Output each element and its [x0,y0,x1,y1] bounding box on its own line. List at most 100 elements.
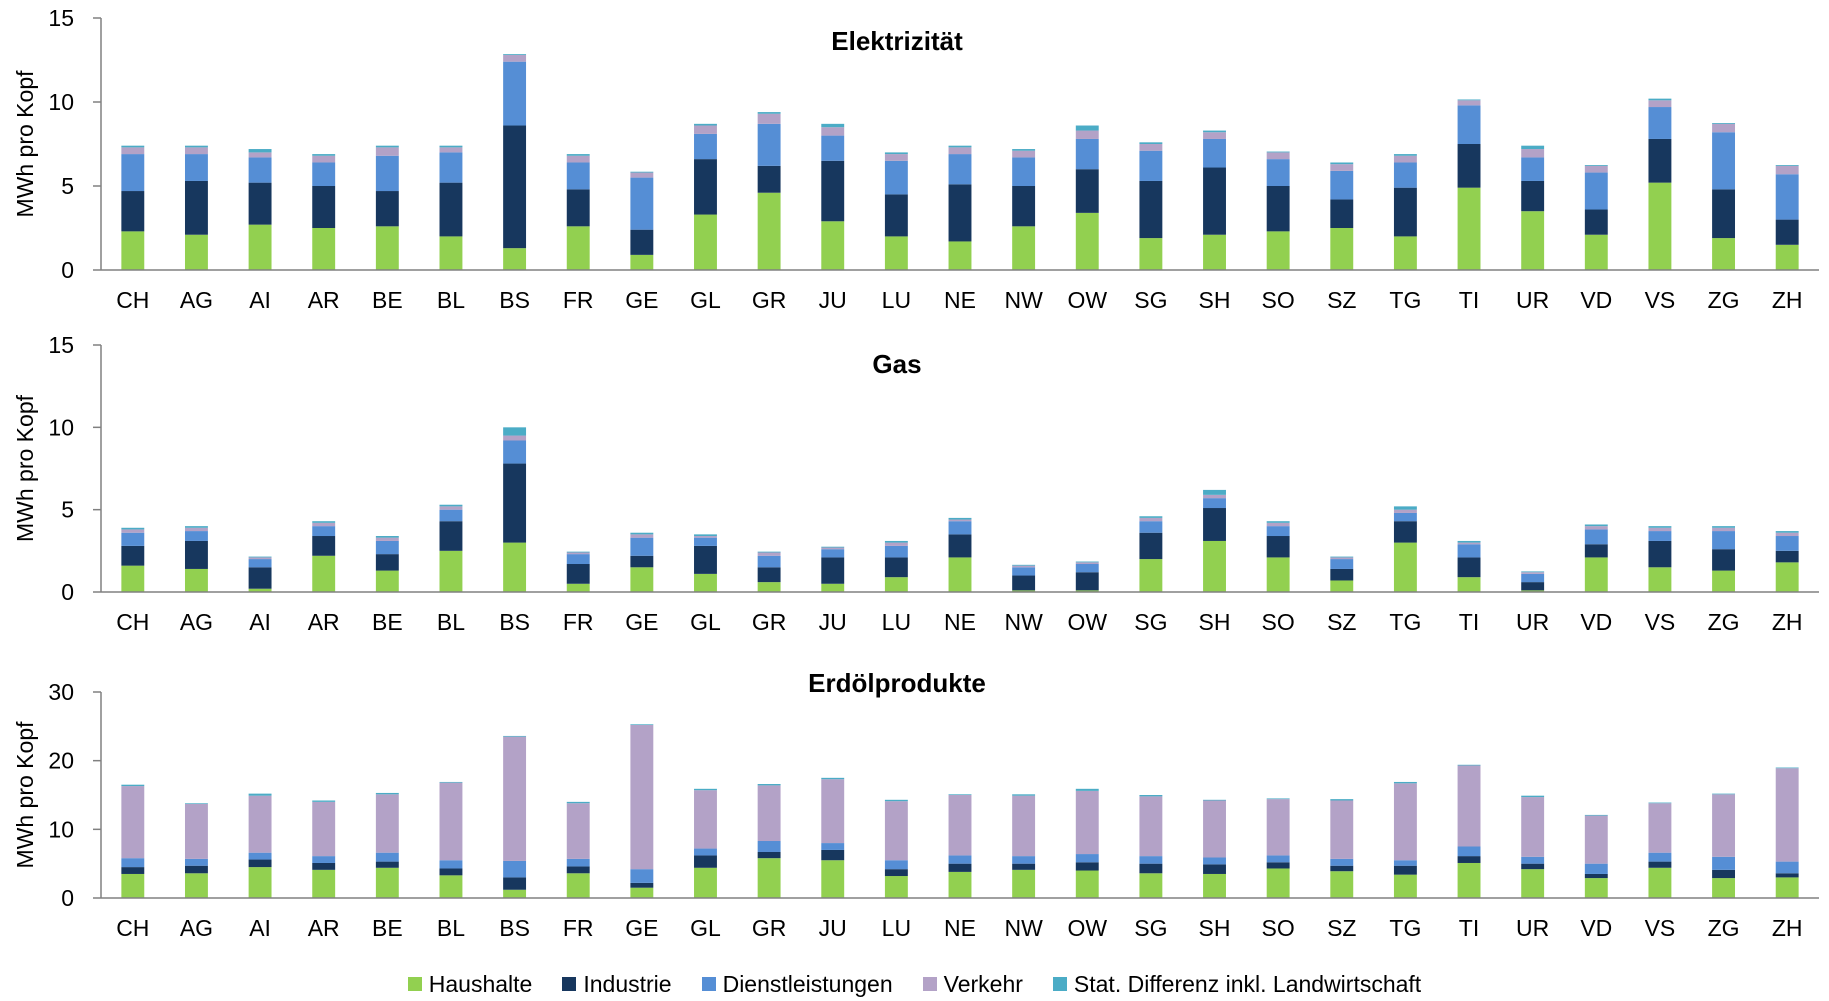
bar-elektrizitaet-sg-industrie [1139,180,1163,239]
bar-gas-ar-stat-differenz [312,521,336,523]
bar-erdoelprodukte-ow-verkehr [1075,790,1099,855]
x-tick-label-elektrizitaet: GL [690,287,721,313]
x-tick-label-elektrizitaet: TI [1459,287,1479,313]
x-tick-label-elektrizitaet: NE [944,287,976,313]
bar-erdoelprodukte-sg-verkehr [1139,796,1163,857]
bar-elektrizitaet-lu-industrie [884,194,908,237]
x-tick-label-erdoelprodukte: CH [116,915,149,941]
bar-gas-vs-industrie [1648,540,1672,568]
x-tick-label-erdoelprodukte: JU [819,915,847,941]
bar-elektrizitaet-ge-dienstleistungen [630,177,654,230]
bar-elektrizitaet-sg-dienstleistungen [1139,150,1163,181]
bar-elektrizitaet-bs-industrie [503,125,527,249]
bar-erdoelprodukte-ow-haushalte [1075,870,1099,898]
bar-erdoelprodukte-ur-industrie [1521,863,1545,870]
bar-elektrizitaet-tg-industrie [1393,187,1417,237]
bar-erdoelprodukte-gl-stat-differenz [694,788,717,791]
bar-gas-bl-verkehr [439,506,463,510]
bar-gas-ow-dienstleistungen [1075,564,1099,573]
bar-erdoelprodukte-nw-industrie [1012,863,1036,870]
legend-item-haushalte: Haushalte [407,971,532,998]
bar-elektrizitaet-zg-verkehr [1712,123,1736,133]
bar-erdoelprodukte-bl-industrie [439,868,463,876]
x-tick-label-elektrizitaet: VS [1645,287,1676,313]
bar-gas-ai-dienstleistungen [248,559,272,568]
bar-gas-ch-stat-differenz [121,527,145,530]
bar-gas-ow-industrie [1075,572,1099,591]
bar-elektrizitaet-ar-industrie [312,186,336,228]
legend-swatch-verkehr [922,977,937,991]
bar-gas-ar-dienstleistungen [312,526,336,537]
bar-gas-bs-industrie [503,463,527,543]
bar-elektrizitaet-bl-industrie [439,182,463,237]
x-tick-label-erdoelprodukte: LU [882,915,911,941]
x-tick-label-gas: SG [1134,609,1167,635]
x-tick-label-erdoelprodukte: AI [249,915,271,941]
y-tick-label-erdoelprodukte: 20 [48,748,74,774]
bar-elektrizitaet-be-industrie [375,191,399,227]
bar-elektrizitaet-ti-industrie [1457,144,1481,188]
bar-gas-ju-industrie [821,557,845,584]
bar-erdoelprodukte-vd-verkehr [1584,815,1608,864]
bar-erdoelprodukte-tg-verkehr [1393,783,1417,861]
bar-elektrizitaet-ag-industrie [184,180,208,235]
chart-title-erdoelprodukte: Erdölprodukte [808,668,986,698]
bar-gas-so-dienstleistungen [1266,526,1290,537]
bar-gas-zh-verkehr [1775,532,1799,537]
x-tick-label-erdoelprodukte: NW [1004,915,1043,941]
bar-gas-vd-haushalte [1584,557,1608,592]
x-tick-label-gas: NW [1004,609,1043,635]
bar-erdoelprodukte-bs-haushalte [503,889,527,898]
bar-erdoelprodukte-ti-industrie [1457,856,1481,863]
y-tick-label-erdoelprodukte: 0 [61,885,74,911]
bar-erdoelprodukte-sh-industrie [1203,864,1226,874]
x-tick-label-gas: ZG [1708,609,1740,635]
bar-erdoelprodukte-ar-stat-differenz [312,800,336,802]
bar-erdoelprodukte-nw-stat-differenz [1012,794,1036,796]
bar-erdoelprodukte-gr-verkehr [757,785,781,842]
bar-erdoelprodukte-gr-industrie [757,851,781,859]
bar-gas-be-dienstleistungen [375,540,399,555]
bar-gas-ne-stat-differenz [948,517,972,520]
bar-gas-vs-dienstleistungen [1648,531,1672,541]
bar-elektrizitaet-bs-dienstleistungen [503,61,527,126]
bar-gas-ju-verkehr [821,547,845,550]
bar-erdoelprodukte-bl-verkehr [439,782,463,861]
x-tick-label-erdoelprodukte: SZ [1327,915,1356,941]
bar-gas-ur-stat-differenz [1521,571,1545,573]
bar-erdoelprodukte-zg-haushalte [1712,878,1736,898]
bar-gas-bs-dienstleistungen [503,440,527,464]
bar-erdoelprodukte-zg-stat-differenz [1712,793,1736,795]
bar-erdoelprodukte-tg-haushalte [1393,874,1417,898]
bar-erdoelprodukte-sh-stat-differenz [1203,799,1226,801]
bar-elektrizitaet-sh-dienstleistungen [1203,138,1226,168]
bar-gas-sz-haushalte [1330,580,1354,592]
bar-elektrizitaet-ne-industrie [948,184,972,242]
x-tick-label-erdoelprodukte: TG [1389,915,1421,941]
bar-elektrizitaet-ar-haushalte [312,228,336,270]
bar-elektrizitaet-lu-verkehr [884,154,908,161]
bar-erdoelprodukte-gl-industrie [694,855,717,868]
bar-elektrizitaet-ai-dienstleistungen [248,157,272,183]
bar-gas-sg-industrie [1139,532,1163,560]
bar-elektrizitaet-sh-haushalte [1203,234,1226,270]
legend-label-verkehr: Verkehr [943,970,1023,997]
bar-gas-gl-stat-differenz [694,534,717,537]
bar-erdoelprodukte-lu-industrie [884,869,908,877]
bar-elektrizitaet-be-verkehr [375,147,399,156]
x-tick-label-elektrizitaet: SH [1199,287,1231,313]
bar-elektrizitaet-ag-verkehr [184,147,208,155]
y-tick-label-erdoelprodukte: 10 [48,816,74,842]
bar-gas-so-verkehr [1266,522,1290,527]
bar-erdoelprodukte-be-industrie [375,861,399,868]
bar-gas-vs-haushalte [1648,567,1672,592]
x-tick-label-gas: FR [563,609,594,635]
legend-item-verkehr: Verkehr [922,970,1023,998]
bar-erdoelprodukte-sz-stat-differenz [1330,799,1354,801]
bar-gas-lu-haushalte [884,577,908,592]
bar-gas-gr-industrie [757,567,781,583]
bar-erdoelprodukte-tg-industrie [1393,865,1417,875]
bar-gas-ge-industrie [630,555,654,568]
bar-gas-zh-industrie [1775,550,1799,563]
bar-elektrizitaet-vs-industrie [1648,138,1672,183]
